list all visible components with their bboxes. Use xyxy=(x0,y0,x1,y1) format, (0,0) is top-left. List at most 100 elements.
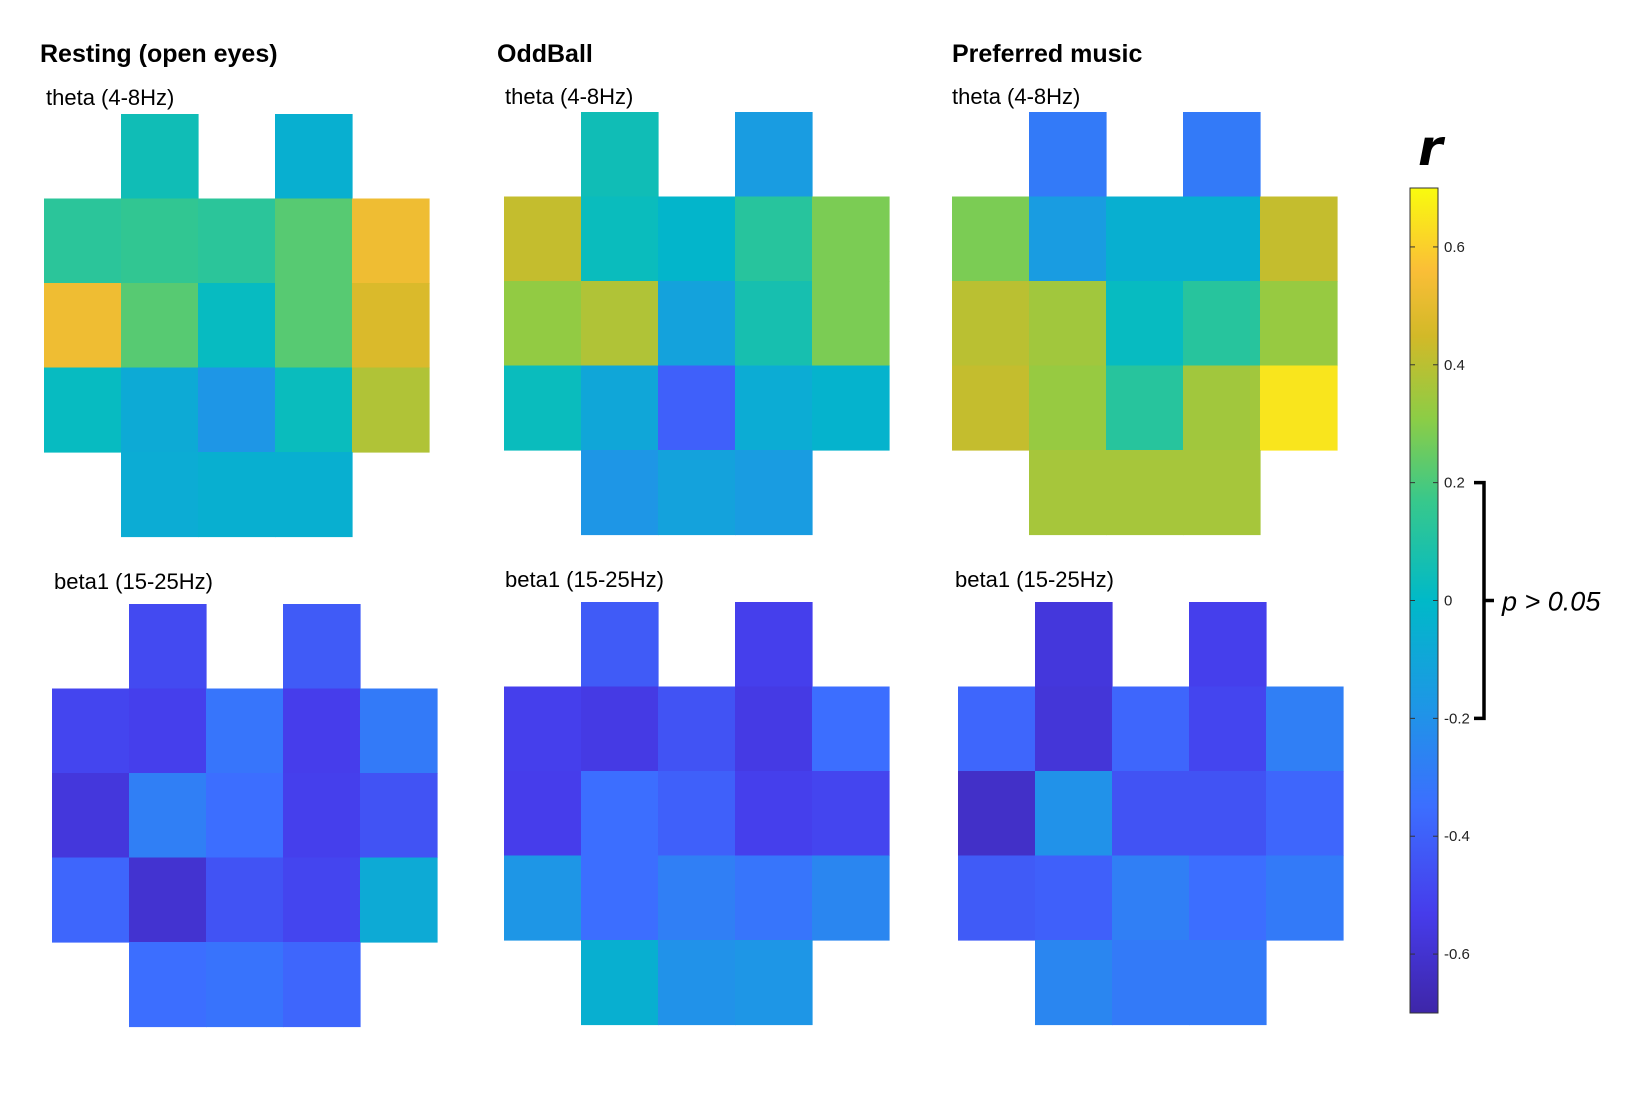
heatmap-cell-oddball-beta1-r2c3 xyxy=(735,771,813,857)
significance-label: p > 0.05 xyxy=(1501,587,1601,617)
heatmap-cell-oddball-theta-r3c4 xyxy=(812,365,890,451)
heatmap-cell-resting-theta-r1c0 xyxy=(44,198,122,284)
colorbar-tick-label-4: -0.2 xyxy=(1444,710,1470,727)
heatmap-cell-resting-theta-r0c1 xyxy=(121,114,199,200)
condition-title-preferred-music: Preferred music xyxy=(952,40,1142,68)
heatmap-cell-music-beta1-r1c3 xyxy=(1189,686,1267,772)
heatmap-cell-oddball-beta1-r3c3 xyxy=(735,855,813,941)
heatmap-cell-music-beta1-r3c1 xyxy=(1035,855,1113,941)
heatmap-cell-oddball-theta-r1c4 xyxy=(812,196,890,282)
heatmap-cell-resting-beta1-r1c4 xyxy=(360,688,438,774)
heatmap-cell-oddball-theta-r2c0 xyxy=(504,281,582,367)
colorbar-tick-label-2: 0.2 xyxy=(1444,475,1465,492)
heatmap-cell-resting-beta1-r1c1 xyxy=(129,688,207,774)
condition-title-oddball: OddBall xyxy=(497,40,593,68)
heatmap-cell-music-theta-r1c3 xyxy=(1183,196,1261,282)
heatmap-cell-oddball-theta-r1c3 xyxy=(735,196,813,282)
heatmap-cell-oddball-theta-r0c3 xyxy=(735,112,813,198)
heatmap-cell-resting-beta1-r1c0 xyxy=(52,688,130,774)
heatmap-cell-resting-beta1-r4c3 xyxy=(283,942,361,1028)
heatmap-cell-oddball-beta1-r3c0 xyxy=(504,855,582,941)
heatmap-oddball-theta xyxy=(504,112,890,536)
heatmap-cell-oddball-theta-r3c2 xyxy=(658,365,736,451)
band-label-music-theta: theta (4-8Hz) xyxy=(952,84,1080,109)
heatmap-cell-oddball-beta1-r2c1 xyxy=(581,771,659,857)
heatmap-cell-resting-beta1-r3c2 xyxy=(206,857,284,943)
heatmap-music-theta xyxy=(952,112,1338,536)
heatmap-cell-music-theta-r1c2 xyxy=(1106,196,1184,282)
heatmap-cell-music-theta-r2c4 xyxy=(1260,281,1338,367)
heatmap-cell-resting-beta1-r2c2 xyxy=(206,773,284,859)
heatmap-cell-music-beta1-r3c3 xyxy=(1189,855,1267,941)
band-label-oddball-theta: theta (4-8Hz) xyxy=(505,84,633,109)
heatmap-cell-music-theta-r4c1 xyxy=(1029,450,1107,536)
heatmap-cell-resting-theta-r3c4 xyxy=(352,367,430,453)
heatmap-cell-oddball-theta-r1c2 xyxy=(658,196,736,282)
heatmap-cell-music-theta-r1c4 xyxy=(1260,196,1338,282)
heatmap-cell-oddball-theta-r4c2 xyxy=(658,450,736,536)
heatmap-cell-music-beta1-r1c1 xyxy=(1035,686,1113,772)
heatmap-cell-oddball-beta1-r0c1 xyxy=(581,602,659,688)
heatmap-cell-oddball-beta1-r1c1 xyxy=(581,686,659,772)
heatmap-cell-music-theta-r0c3 xyxy=(1183,112,1261,198)
heatmap-cell-oddball-beta1-r3c2 xyxy=(658,855,736,941)
colorbar-ticks: 0.6 0.4 0.2 0 -0.2 -0.4 -0.6 xyxy=(1410,239,1470,963)
heatmap-cell-resting-beta1-r2c1 xyxy=(129,773,207,859)
heatmap-cell-resting-theta-r3c2 xyxy=(198,367,276,453)
colorbar-tick-label-6: -0.6 xyxy=(1444,946,1470,963)
heatmap-cell-resting-theta-r2c4 xyxy=(352,283,430,369)
heatmap-cell-resting-theta-r4c3 xyxy=(275,452,353,538)
heatmap-cell-resting-beta1-r3c4 xyxy=(360,857,438,943)
band-label-resting-beta1: beta1 (15-25Hz) xyxy=(54,569,213,594)
heatmap-cell-oddball-theta-r2c1 xyxy=(581,281,659,367)
heatmap-cell-music-beta1-r2c3 xyxy=(1189,771,1267,857)
heatmap-cell-music-theta-r2c0 xyxy=(952,281,1030,367)
heatmap-cell-oddball-theta-r2c4 xyxy=(812,281,890,367)
heatmap-cell-music-beta1-r0c3 xyxy=(1189,602,1267,688)
heatmap-cell-oddball-theta-r4c1 xyxy=(581,450,659,536)
heatmap-cell-music-theta-r3c0 xyxy=(952,365,1030,451)
heatmap-resting-theta xyxy=(44,114,430,538)
heatmap-cell-resting-beta1-r1c3 xyxy=(283,688,361,774)
heatmap-cell-resting-beta1-r2c3 xyxy=(283,773,361,859)
heatmap-cell-resting-theta-r2c2 xyxy=(198,283,276,369)
heatmap-cell-music-beta1-r2c1 xyxy=(1035,771,1113,857)
heatmap-cell-oddball-beta1-r1c3 xyxy=(735,686,813,772)
heatmap-cell-oddball-theta-r2c3 xyxy=(735,281,813,367)
condition-title-resting: Resting (open eyes) xyxy=(40,40,278,68)
colorbar-tick-label-1: 0.4 xyxy=(1444,357,1465,374)
heatmap-cell-music-theta-r1c1 xyxy=(1029,196,1107,282)
heatmap-cell-resting-theta-r1c2 xyxy=(198,198,276,284)
heatmap-cell-resting-theta-r2c1 xyxy=(121,283,199,369)
band-label-resting-theta: theta (4-8Hz) xyxy=(46,85,174,110)
heatmap-cell-music-theta-r3c1 xyxy=(1029,365,1107,451)
heatmap-cell-resting-beta1-r1c2 xyxy=(206,688,284,774)
heatmap-cell-resting-beta1-r4c1 xyxy=(129,942,207,1028)
heatmap-cell-music-theta-r1c0 xyxy=(952,196,1030,282)
heatmap-cell-music-theta-r2c1 xyxy=(1029,281,1107,367)
colorbar-label: r xyxy=(1418,119,1446,177)
heatmap-cell-resting-theta-r3c1 xyxy=(121,367,199,453)
heatmap-cell-oddball-theta-r3c0 xyxy=(504,365,582,451)
heatmap-cell-oddball-beta1-r4c2 xyxy=(658,940,736,1026)
heatmap-cell-oddball-beta1-r4c1 xyxy=(581,940,659,1026)
heatmap-cell-music-beta1-r2c4 xyxy=(1266,771,1344,857)
colorbar-tick-label-5: -0.4 xyxy=(1444,828,1470,845)
heatmap-cell-resting-beta1-r2c0 xyxy=(52,773,130,859)
heatmap-cell-resting-theta-r1c4 xyxy=(352,198,430,284)
heatmap-cell-oddball-beta1-r1c4 xyxy=(812,686,890,772)
heatmap-cell-music-beta1-r3c2 xyxy=(1112,855,1190,941)
colorbar-tick-label-3: 0 xyxy=(1444,593,1452,610)
heatmap-cell-oddball-beta1-r0c3 xyxy=(735,602,813,688)
heatmap-cell-oddball-beta1-r2c4 xyxy=(812,771,890,857)
heatmap-cell-oddball-theta-r1c0 xyxy=(504,196,582,282)
heatmap-cell-resting-beta1-r3c3 xyxy=(283,857,361,943)
heatmap-resting-beta1 xyxy=(52,604,438,1028)
heatmap-cell-music-theta-r4c2 xyxy=(1106,450,1184,536)
heatmap-cell-resting-beta1-r4c2 xyxy=(206,942,284,1028)
heatmap-cell-oddball-theta-r4c3 xyxy=(735,450,813,536)
heatmap-cell-resting-beta1-r0c1 xyxy=(129,604,207,690)
heatmap-cell-music-beta1-r1c2 xyxy=(1112,686,1190,772)
band-label-oddball-beta1: beta1 (15-25Hz) xyxy=(505,567,664,592)
heatmap-cell-oddball-beta1-r1c0 xyxy=(504,686,582,772)
